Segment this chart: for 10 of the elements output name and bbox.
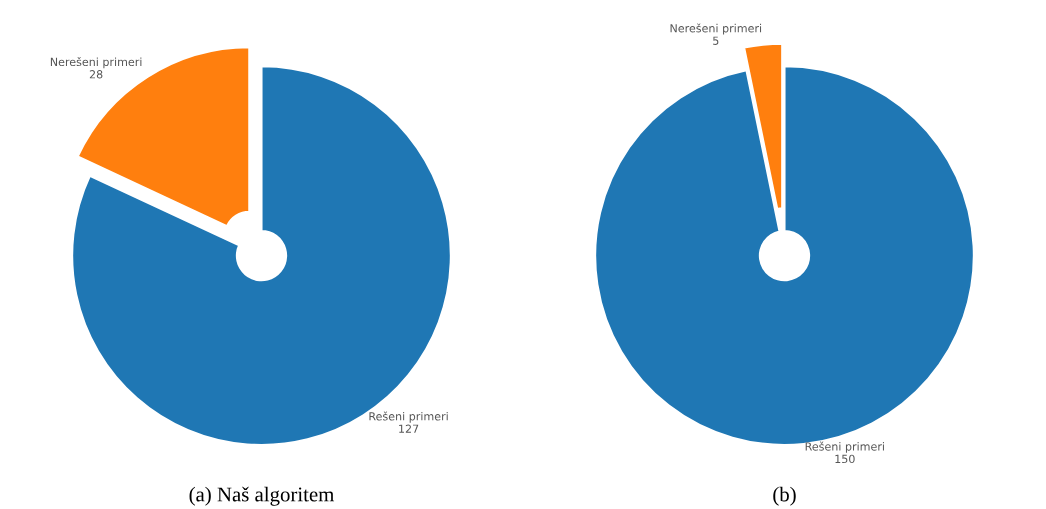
text: (a) Naš algoritem <box>189 486 335 506</box>
slice-label: Nerešeni primeri <box>670 23 762 35</box>
data-label: 5 <box>713 36 719 45</box>
slice-label: Rešeni primeri <box>805 441 884 453</box>
data-label: 150 <box>835 454 855 464</box>
data-label: 127 <box>399 424 419 433</box>
text: (b) <box>773 486 796 506</box>
slice-label: Nerešeni primeri <box>50 56 142 69</box>
data-label: 28 <box>89 70 103 79</box>
slice-label: Rešeni primeri <box>369 411 448 423</box>
